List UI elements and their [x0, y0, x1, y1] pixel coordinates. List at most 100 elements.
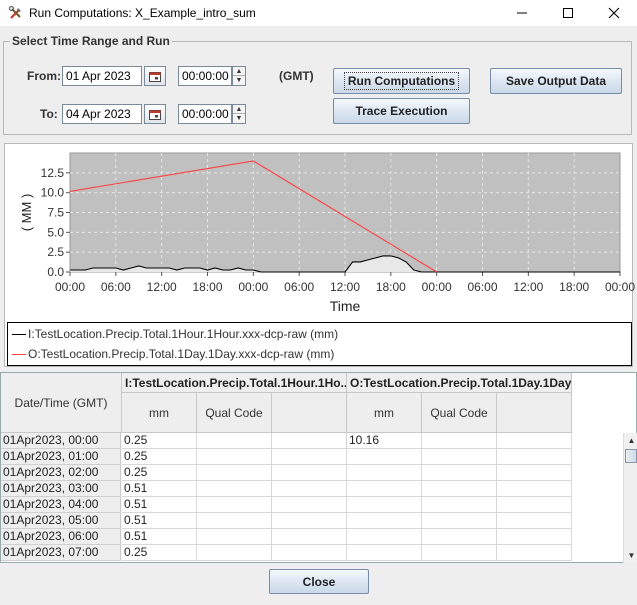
row-time[interactable]: 01Apr2023, 02:00 — [1, 465, 121, 481]
table-cell[interactable] — [497, 449, 572, 465]
scroll-down-icon[interactable]: ▼ — [627, 551, 636, 560]
table-cell[interactable] — [497, 433, 572, 449]
table-cell[interactable] — [272, 529, 347, 545]
table-cell[interactable] — [272, 449, 347, 465]
table-cell[interactable] — [422, 497, 497, 513]
table-cell[interactable] — [497, 497, 572, 513]
table-cell[interactable] — [422, 545, 497, 561]
spin-down-icon[interactable]: ▼ — [235, 77, 243, 84]
table-cell[interactable] — [272, 497, 347, 513]
table-cell[interactable] — [197, 465, 272, 481]
row-time[interactable]: 01Apr2023, 00:00 — [1, 433, 121, 449]
table-cell[interactable] — [197, 481, 272, 497]
spin-up-icon[interactable]: ▲ — [233, 67, 245, 76]
column-header: Qual Code — [197, 393, 272, 433]
table-cell[interactable] — [422, 465, 497, 481]
table-cell[interactable] — [272, 545, 347, 561]
from-date-field[interactable]: 01 Apr 2023 — [62, 66, 142, 86]
close-window-button[interactable] — [591, 0, 637, 26]
run-computations-button[interactable]: Run Computations — [333, 68, 470, 94]
close-icon — [608, 7, 620, 19]
close-button[interactable]: Close — [269, 569, 369, 594]
x-axis-label: Time — [330, 298, 361, 314]
table-cell[interactable] — [347, 449, 422, 465]
table-cell[interactable] — [422, 449, 497, 465]
table-cell[interactable]: 0.51 — [122, 497, 197, 513]
table-cell[interactable]: 10.16 — [347, 433, 422, 449]
y-tick-label: 5.0 — [47, 225, 64, 239]
table-cell[interactable] — [497, 481, 572, 497]
minimize-button[interactable] — [499, 0, 545, 26]
table-cell[interactable] — [347, 545, 422, 561]
x-tick-label: 00:00 — [238, 280, 268, 294]
table-cell[interactable] — [347, 529, 422, 545]
y-tick-label: 2.5 — [47, 245, 64, 259]
table-cell[interactable]: 0.51 — [122, 481, 197, 497]
table-cell[interactable] — [497, 513, 572, 529]
table-cell[interactable] — [347, 465, 422, 481]
x-tick-label: 00:00 — [605, 280, 635, 294]
table-cell[interactable] — [197, 433, 272, 449]
from-calendar-button[interactable] — [144, 66, 166, 86]
table-cell[interactable] — [497, 545, 572, 561]
table-cell[interactable]: 0.25 — [122, 465, 197, 481]
scroll-thumb[interactable] — [625, 449, 637, 463]
table-cell[interactable] — [422, 513, 497, 529]
row-time[interactable]: 01Apr2023, 07:00 — [1, 545, 121, 561]
legend-swatch — [12, 353, 26, 355]
table-cell[interactable] — [197, 529, 272, 545]
table-cell[interactable]: 0.51 — [122, 529, 197, 545]
x-tick-label: 00:00 — [422, 280, 452, 294]
spin-down-icon[interactable]: ▼ — [235, 115, 243, 122]
table-cell[interactable] — [347, 497, 422, 513]
scroll-up-icon[interactable]: ▲ — [627, 436, 636, 445]
series-line — [70, 255, 620, 273]
run-computations-label: Run Computations — [343, 72, 460, 90]
to-time-spinner[interactable]: ▲ ▼ — [232, 104, 246, 124]
calendar-icon — [149, 109, 161, 120]
from-time-field[interactable]: 00:00:00 — [178, 66, 232, 86]
table-cell[interactable]: 0.25 — [122, 449, 197, 465]
row-time[interactable]: 01Apr2023, 06:00 — [1, 529, 121, 545]
vertical-scrollbar[interactable]: ▲ ▼ — [623, 433, 637, 563]
window-titlebar: Run Computations: X_Example_intro_sum — [0, 0, 637, 26]
group-title: Select Time Range and Run — [10, 34, 172, 48]
table-cell[interactable]: 0.51 — [122, 513, 197, 529]
row-time[interactable]: 01Apr2023, 03:00 — [1, 481, 121, 497]
to-label: To: — [40, 107, 58, 121]
table-cell[interactable] — [197, 545, 272, 561]
to-calendar-button[interactable] — [144, 104, 166, 124]
spin-up-icon[interactable]: ▲ — [233, 105, 245, 114]
row-time[interactable]: 01Apr2023, 04:00 — [1, 497, 121, 513]
maximize-button[interactable] — [545, 0, 591, 26]
table-cell[interactable] — [497, 529, 572, 545]
table-cell[interactable] — [197, 497, 272, 513]
column-header: Qual Code — [422, 393, 497, 433]
save-output-button[interactable]: Save Output Data — [490, 68, 622, 94]
to-time-field[interactable]: 00:00:00 — [178, 104, 232, 124]
table-cell[interactable] — [497, 465, 572, 481]
table-cell[interactable] — [272, 465, 347, 481]
table-cell[interactable] — [272, 481, 347, 497]
table-cell[interactable] — [347, 513, 422, 529]
x-tick-label: 12:00 — [513, 280, 543, 294]
y-tick-label: 12.5 — [41, 166, 65, 180]
from-time-spinner[interactable]: ▲ ▼ — [232, 66, 246, 86]
table-cell[interactable] — [197, 449, 272, 465]
table-cell[interactable] — [272, 433, 347, 449]
table-cell[interactable] — [347, 481, 422, 497]
table-cell[interactable]: 0.25 — [122, 545, 197, 561]
row-time[interactable]: 01Apr2023, 01:00 — [1, 449, 121, 465]
x-tick-label: 18:00 — [376, 280, 406, 294]
table-cell[interactable] — [422, 481, 497, 497]
table-cell[interactable] — [422, 433, 497, 449]
table-cell[interactable] — [422, 529, 497, 545]
to-date-field[interactable]: 04 Apr 2023 — [62, 104, 142, 124]
trace-execution-button[interactable]: Trace Execution — [333, 98, 470, 124]
tools-icon — [8, 5, 21, 19]
x-tick-label: 06:00 — [101, 280, 131, 294]
table-cell[interactable] — [197, 513, 272, 529]
table-cell[interactable]: 0.25 — [122, 433, 197, 449]
table-cell[interactable] — [272, 513, 347, 529]
row-time[interactable]: 01Apr2023, 05:00 — [1, 513, 121, 529]
